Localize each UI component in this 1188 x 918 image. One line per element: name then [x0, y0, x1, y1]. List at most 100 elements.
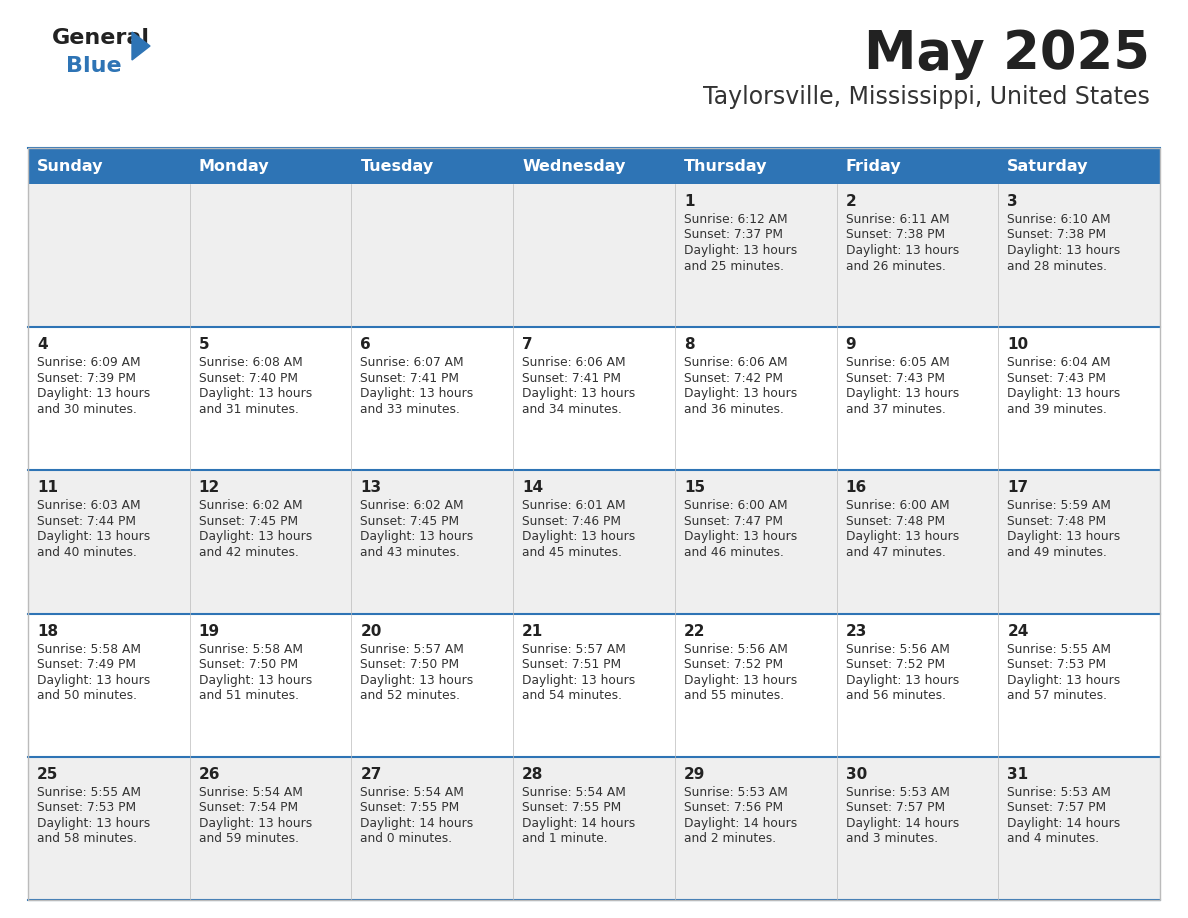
- Text: Sunrise: 6:09 AM: Sunrise: 6:09 AM: [37, 356, 140, 369]
- Text: and 0 minutes.: and 0 minutes.: [360, 833, 453, 845]
- Text: 2: 2: [846, 194, 857, 209]
- Text: Sunrise: 6:05 AM: Sunrise: 6:05 AM: [846, 356, 949, 369]
- Text: and 54 minutes.: and 54 minutes.: [523, 689, 623, 702]
- Text: Daylight: 13 hours: Daylight: 13 hours: [523, 387, 636, 400]
- Text: Sunset: 7:41 PM: Sunset: 7:41 PM: [523, 372, 621, 385]
- Text: Sunset: 7:55 PM: Sunset: 7:55 PM: [360, 801, 460, 814]
- Text: Sunrise: 5:53 AM: Sunrise: 5:53 AM: [846, 786, 949, 799]
- Text: and 39 minutes.: and 39 minutes.: [1007, 403, 1107, 416]
- Text: and 4 minutes.: and 4 minutes.: [1007, 833, 1099, 845]
- Text: 11: 11: [37, 480, 58, 496]
- Text: 9: 9: [846, 337, 857, 353]
- Text: Sunrise: 6:02 AM: Sunrise: 6:02 AM: [360, 499, 465, 512]
- Text: Sunrise: 6:03 AM: Sunrise: 6:03 AM: [37, 499, 140, 512]
- Text: Sunset: 7:38 PM: Sunset: 7:38 PM: [846, 229, 944, 241]
- Text: and 37 minutes.: and 37 minutes.: [846, 403, 946, 416]
- Text: Sunset: 7:57 PM: Sunset: 7:57 PM: [846, 801, 944, 814]
- Text: Daylight: 14 hours: Daylight: 14 hours: [360, 817, 474, 830]
- Text: 28: 28: [523, 767, 544, 782]
- Bar: [29, 327, 1159, 470]
- Bar: [998, 148, 1159, 184]
- Text: 7: 7: [523, 337, 532, 353]
- Text: 23: 23: [846, 623, 867, 639]
- Text: and 1 minute.: and 1 minute.: [523, 833, 608, 845]
- Text: Daylight: 13 hours: Daylight: 13 hours: [360, 387, 474, 400]
- Text: Daylight: 13 hours: Daylight: 13 hours: [198, 387, 312, 400]
- Text: 4: 4: [37, 337, 48, 353]
- Text: Sunset: 7:56 PM: Sunset: 7:56 PM: [684, 801, 783, 814]
- Text: Sunset: 7:41 PM: Sunset: 7:41 PM: [360, 372, 460, 385]
- Text: Sunrise: 6:02 AM: Sunrise: 6:02 AM: [198, 499, 302, 512]
- Text: and 28 minutes.: and 28 minutes.: [1007, 260, 1107, 273]
- Text: and 3 minutes.: and 3 minutes.: [846, 833, 937, 845]
- Text: 6: 6: [360, 337, 371, 353]
- Text: Sunset: 7:50 PM: Sunset: 7:50 PM: [198, 658, 298, 671]
- Text: 5: 5: [198, 337, 209, 353]
- Text: Daylight: 13 hours: Daylight: 13 hours: [846, 674, 959, 687]
- Text: and 26 minutes.: and 26 minutes.: [846, 260, 946, 273]
- Text: Daylight: 13 hours: Daylight: 13 hours: [523, 674, 636, 687]
- Text: and 42 minutes.: and 42 minutes.: [198, 546, 298, 559]
- Text: Daylight: 13 hours: Daylight: 13 hours: [1007, 387, 1120, 400]
- Text: Sunrise: 5:54 AM: Sunrise: 5:54 AM: [523, 786, 626, 799]
- Text: Sunset: 7:48 PM: Sunset: 7:48 PM: [1007, 515, 1106, 528]
- Text: 12: 12: [198, 480, 220, 496]
- Text: Daylight: 13 hours: Daylight: 13 hours: [846, 244, 959, 257]
- Bar: [29, 148, 190, 184]
- Text: 21: 21: [523, 623, 543, 639]
- Text: Daylight: 13 hours: Daylight: 13 hours: [846, 531, 959, 543]
- Text: Sunset: 7:53 PM: Sunset: 7:53 PM: [37, 801, 137, 814]
- Bar: [29, 613, 1159, 756]
- Polygon shape: [132, 32, 150, 60]
- Text: and 55 minutes.: and 55 minutes.: [684, 689, 784, 702]
- Text: and 49 minutes.: and 49 minutes.: [1007, 546, 1107, 559]
- Text: Sunday: Sunday: [37, 159, 103, 174]
- Text: 16: 16: [846, 480, 867, 496]
- Bar: [29, 148, 1159, 900]
- Text: Sunrise: 6:10 AM: Sunrise: 6:10 AM: [1007, 213, 1111, 226]
- Text: Sunset: 7:42 PM: Sunset: 7:42 PM: [684, 372, 783, 385]
- Text: Daylight: 13 hours: Daylight: 13 hours: [684, 244, 797, 257]
- Text: Taylorsville, Mississippi, United States: Taylorsville, Mississippi, United States: [703, 85, 1150, 109]
- Text: Thursday: Thursday: [684, 159, 767, 174]
- Text: Saturday: Saturday: [1007, 159, 1088, 174]
- Text: Sunset: 7:48 PM: Sunset: 7:48 PM: [846, 515, 944, 528]
- Text: Sunrise: 5:59 AM: Sunrise: 5:59 AM: [1007, 499, 1111, 512]
- Text: and 43 minutes.: and 43 minutes.: [360, 546, 460, 559]
- Text: 8: 8: [684, 337, 695, 353]
- Text: Friday: Friday: [846, 159, 902, 174]
- Text: 31: 31: [1007, 767, 1029, 782]
- Text: Daylight: 13 hours: Daylight: 13 hours: [684, 531, 797, 543]
- Text: Sunrise: 6:01 AM: Sunrise: 6:01 AM: [523, 499, 626, 512]
- Bar: [29, 756, 1159, 900]
- Text: Sunset: 7:52 PM: Sunset: 7:52 PM: [846, 658, 944, 671]
- Text: 27: 27: [360, 767, 381, 782]
- Text: Sunrise: 6:06 AM: Sunrise: 6:06 AM: [684, 356, 788, 369]
- Text: Sunrise: 6:07 AM: Sunrise: 6:07 AM: [360, 356, 465, 369]
- Text: Sunrise: 5:55 AM: Sunrise: 5:55 AM: [37, 786, 141, 799]
- Text: Sunset: 7:37 PM: Sunset: 7:37 PM: [684, 229, 783, 241]
- Text: Sunset: 7:51 PM: Sunset: 7:51 PM: [523, 658, 621, 671]
- Text: and 30 minutes.: and 30 minutes.: [37, 403, 137, 416]
- Bar: [675, 148, 836, 184]
- Text: 18: 18: [37, 623, 58, 639]
- Text: 20: 20: [360, 623, 381, 639]
- Text: and 47 minutes.: and 47 minutes.: [846, 546, 946, 559]
- Text: 10: 10: [1007, 337, 1029, 353]
- Text: 26: 26: [198, 767, 220, 782]
- Text: Sunset: 7:50 PM: Sunset: 7:50 PM: [360, 658, 460, 671]
- Text: Sunset: 7:43 PM: Sunset: 7:43 PM: [1007, 372, 1106, 385]
- Text: 24: 24: [1007, 623, 1029, 639]
- Text: Sunrise: 5:56 AM: Sunrise: 5:56 AM: [846, 643, 949, 655]
- Text: Sunrise: 5:57 AM: Sunrise: 5:57 AM: [360, 643, 465, 655]
- Text: Sunrise: 5:58 AM: Sunrise: 5:58 AM: [198, 643, 303, 655]
- Text: and 40 minutes.: and 40 minutes.: [37, 546, 137, 559]
- Text: Tuesday: Tuesday: [360, 159, 434, 174]
- Text: Sunset: 7:39 PM: Sunset: 7:39 PM: [37, 372, 135, 385]
- Text: Daylight: 14 hours: Daylight: 14 hours: [846, 817, 959, 830]
- Text: Daylight: 14 hours: Daylight: 14 hours: [523, 817, 636, 830]
- Text: Monday: Monday: [198, 159, 270, 174]
- Text: Daylight: 13 hours: Daylight: 13 hours: [684, 674, 797, 687]
- Text: Daylight: 13 hours: Daylight: 13 hours: [37, 674, 150, 687]
- Text: and 52 minutes.: and 52 minutes.: [360, 689, 461, 702]
